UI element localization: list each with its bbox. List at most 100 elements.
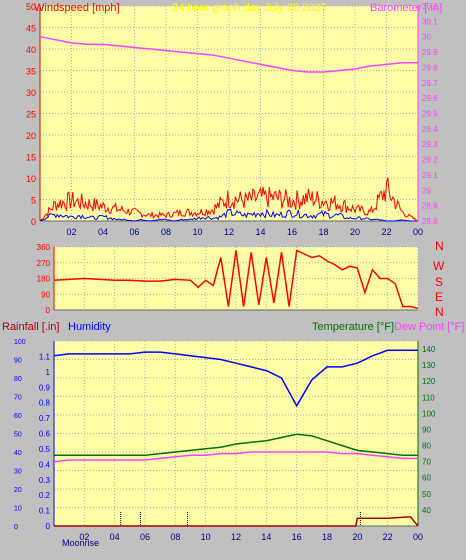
windspeed-axis-title: Windspeed [mph]	[34, 2, 120, 14]
rain-tick-label: 0.8	[39, 399, 51, 408]
x-tick-label-bottom: 12	[231, 532, 241, 542]
temp-tick-label: 80	[422, 442, 431, 451]
x-tick-label-top: 06	[129, 227, 139, 237]
barometer-line	[39, 35, 418, 73]
temp-tick-label: 110	[422, 393, 435, 402]
x-tick-label-bottom: 14	[261, 532, 271, 542]
rain-tick-label: 0.3	[39, 476, 51, 485]
baro-tick-label: 30	[422, 33, 431, 42]
temp-tick-label: 100	[422, 409, 436, 418]
wind-speed-line	[39, 208, 417, 222]
x-tick-label-top: 12	[224, 227, 234, 237]
baro-tick-label: 29.7	[422, 79, 438, 88]
humidity-tick-label: 100	[14, 339, 26, 346]
baro-tick-label: 29.8	[422, 63, 438, 72]
grid-lines	[40, 5, 419, 527]
wind-tick-label: 45	[26, 24, 36, 34]
x-tick-label-bottom: 06	[140, 532, 150, 542]
baro-tick-label: 29.5	[422, 110, 438, 119]
wind-tick-label: 40	[26, 45, 36, 55]
wind-tick-label: 35	[26, 67, 36, 77]
baro-tick-label: 29.3	[422, 140, 438, 149]
x-tick-label-bottom: 22	[383, 532, 393, 542]
dewpoint-line	[53, 451, 418, 463]
baro-tick-label: 28.9	[422, 202, 438, 211]
temp-tick-label: 140	[422, 345, 436, 354]
x-tick-label-top: 02	[66, 227, 76, 237]
temp-tick-label: 90	[422, 425, 431, 434]
chart-marks: 0510152025303540455028.828.92929.129.229…	[14, 2, 438, 542]
x-tick-label-bottom: 00	[413, 532, 423, 542]
barometer-axis-title: Barometer [.in]	[370, 2, 442, 14]
rain-tick-label: 1.1	[39, 352, 51, 361]
rainfall-line	[54, 516, 419, 527]
x-tick-label-top: 04	[98, 227, 108, 237]
baro-tick-label: 29.1	[422, 171, 438, 180]
rain-tick-label: 0.2	[39, 491, 51, 500]
temp-tick-label: 60	[422, 474, 431, 483]
x-tick-label-top: 14	[255, 227, 265, 237]
x-tick-label-top: 22	[381, 227, 391, 237]
baro-tick-label: 29.2	[422, 156, 438, 165]
baro-tick-label: 30.1	[422, 17, 438, 26]
dewpoint-axis-title: Dew Point [°F]	[394, 321, 464, 333]
rain-tick-label: 0.7	[39, 414, 51, 423]
wind-tick-label: 0	[31, 217, 36, 227]
wind-tick-label: 30	[26, 88, 36, 98]
baro-tick-label: 30.2	[422, 2, 438, 11]
wind-gust-line	[39, 177, 419, 222]
baro-tick-label: 29.4	[422, 125, 438, 134]
baro-tick-label: 29.9	[422, 48, 438, 57]
humidity-line	[53, 349, 418, 408]
baro-tick-label: 29.6	[422, 94, 438, 103]
rain-tick-label: 0.1	[39, 507, 51, 516]
humidity-tick-label: 20	[14, 487, 22, 494]
compass-n-bottom: N	[435, 305, 444, 319]
compass-labels: N W S E N	[433, 239, 445, 319]
humidity-tick-label: 70	[14, 395, 22, 402]
rain-tick-label: 0.9	[39, 383, 51, 392]
temperature-axis-title: Temperature [°F]	[312, 321, 394, 333]
compass-s: S	[435, 275, 443, 289]
chart-date-title: 24 hour graph day July 20 2025	[172, 2, 327, 14]
x-tick-label-bottom: 16	[292, 532, 302, 542]
wind-tick-label: 10	[26, 174, 36, 184]
wind-tick-label: 20	[26, 131, 36, 141]
humidity-tick-label: 0	[14, 524, 18, 531]
x-tick-label-top: 20	[350, 227, 360, 237]
humidity-tick-label: 50	[14, 432, 22, 439]
x-tick-label-bottom: 02	[79, 532, 89, 542]
compass-w: W	[433, 259, 445, 273]
temperature-line	[54, 433, 418, 456]
x-tick-label-top: 16	[287, 227, 297, 237]
compass-n-top: N	[435, 239, 444, 253]
wind-tick-label: 50	[26, 2, 36, 12]
temp-tick-label: 40	[422, 506, 431, 515]
x-tick-label-top: 10	[192, 227, 202, 237]
wind-direction-line	[53, 249, 419, 310]
baro-tick-label: 28.8	[422, 217, 438, 226]
x-tick-label-bottom: 20	[352, 532, 362, 542]
rain-tick-label: 0.4	[39, 460, 51, 469]
humidity-tick-label: 80	[14, 376, 22, 383]
x-tick-label-bottom: 18	[322, 532, 332, 542]
humidity-axis-title: Humidity	[68, 321, 111, 333]
wind-tick-label: 5	[31, 196, 36, 206]
humidity-tick-label: 10	[14, 506, 22, 513]
rain-tick-label: 0.6	[39, 430, 51, 439]
humidity-tick-label: 60	[14, 413, 22, 420]
x-tick-label-top: 00	[413, 227, 423, 237]
x-tick-label-bottom: 08	[170, 532, 180, 542]
humidity-tick-label: 30	[14, 469, 22, 476]
baro-tick-label: 29	[422, 186, 431, 195]
x-tick-label-bottom: 04	[110, 532, 120, 542]
rain-tick-label: 0.5	[39, 445, 51, 454]
dir-tick-label: 180	[37, 275, 51, 284]
moonrise-label: Moonrise	[62, 538, 99, 548]
dir-tick-label: 90	[41, 290, 50, 299]
rain-tick-label: 0	[46, 522, 51, 531]
temp-tick-label: 130	[422, 361, 436, 370]
humidity-tick-label: 40	[14, 450, 22, 457]
